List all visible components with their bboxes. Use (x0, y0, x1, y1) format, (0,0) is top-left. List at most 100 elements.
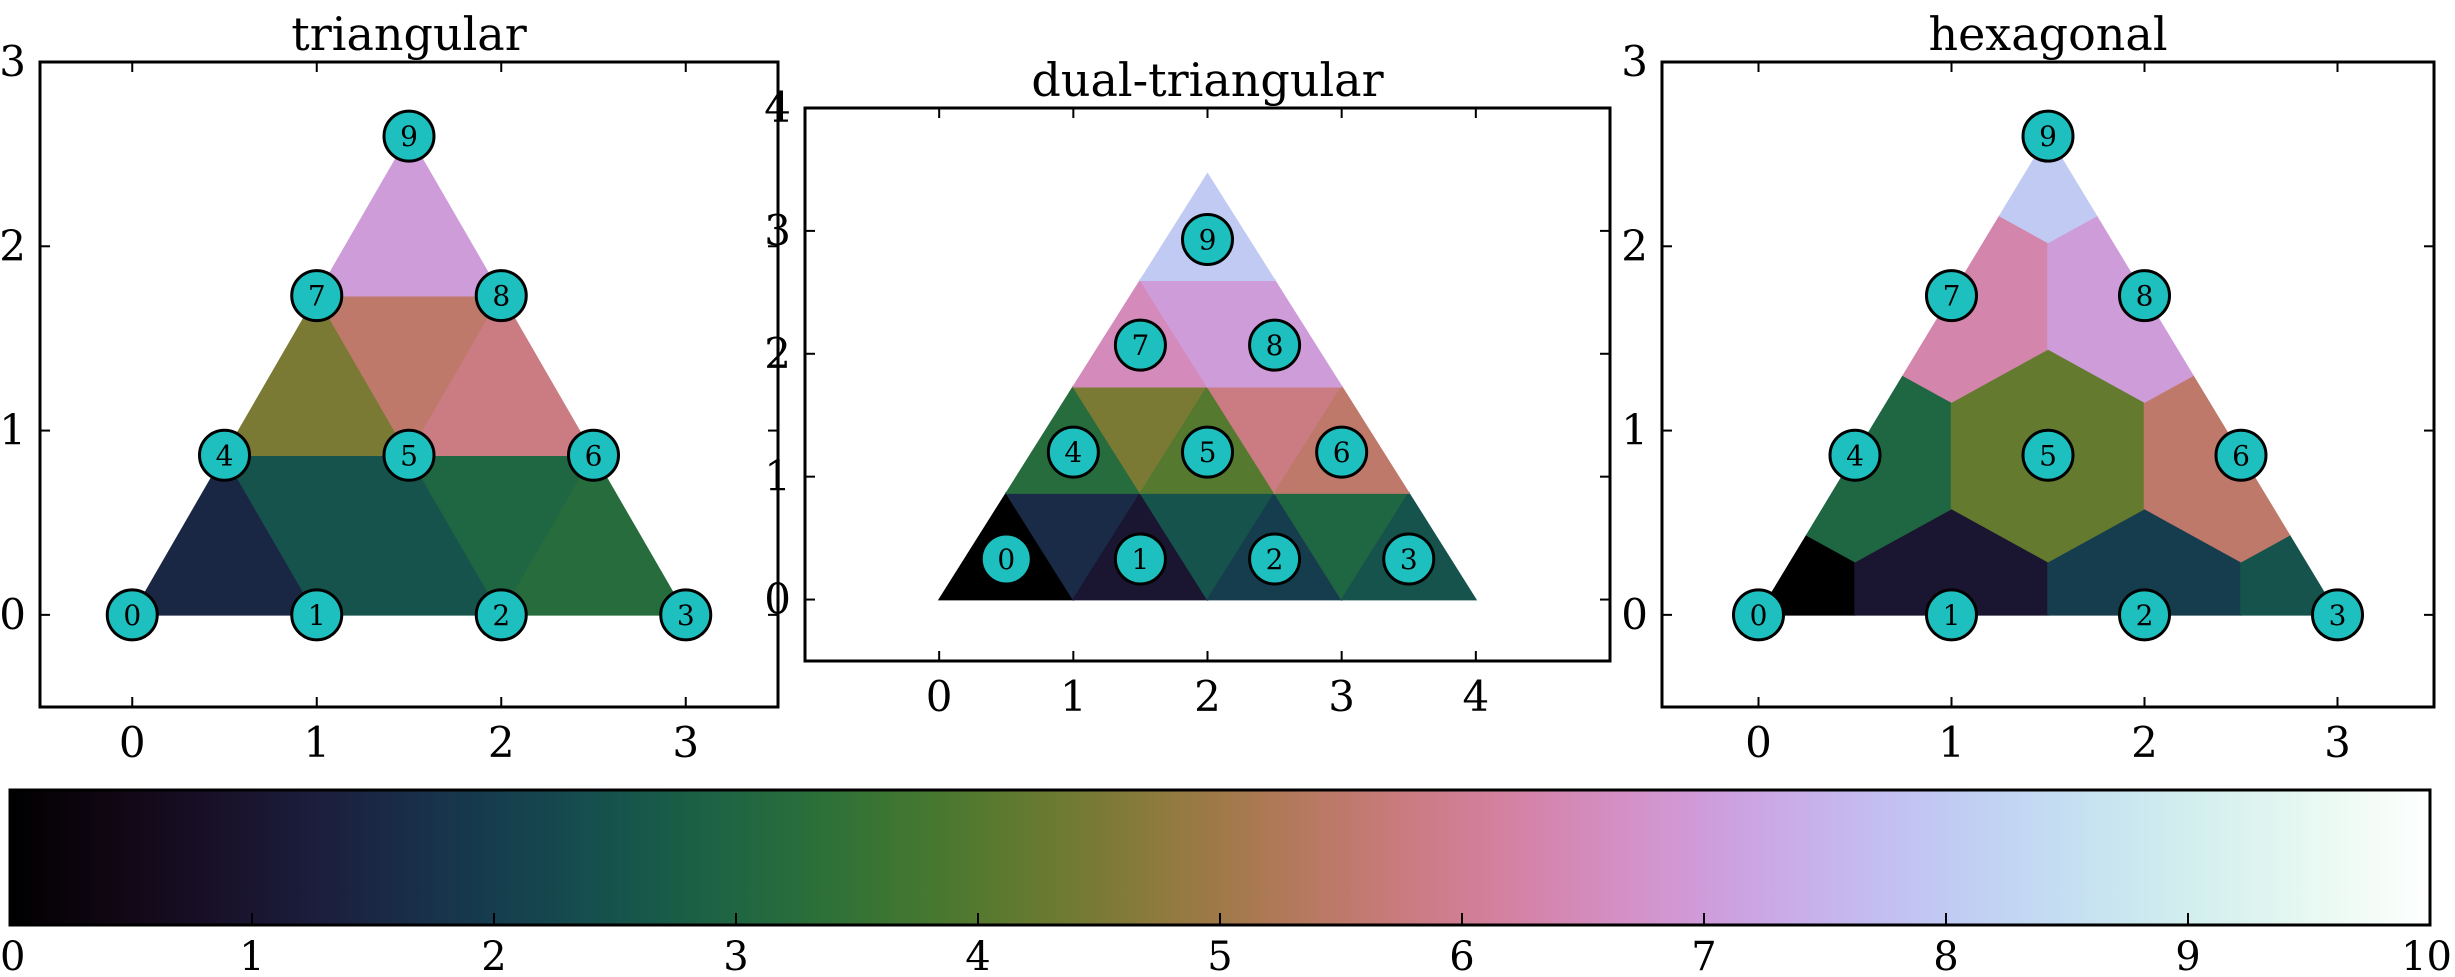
node-label: 6 (1333, 436, 1351, 469)
cell (500, 453, 688, 616)
node-label: 5 (2039, 439, 2057, 472)
node-label: 4 (1064, 436, 1082, 469)
node-marker (1925, 588, 1978, 642)
x-tick-label: 0 (926, 672, 953, 721)
colorbar: 0 1 2 3 4 5 6 7 8 9 10 (0, 788, 2452, 977)
node-label: 3 (2329, 599, 2347, 632)
y-tick-label: 3 (0, 37, 26, 86)
node-marker (1181, 425, 1234, 479)
y-tick-label: 0 (0, 590, 26, 639)
node-label: 1 (1132, 543, 1150, 576)
x-tick-label: 1 (1060, 672, 1087, 721)
node-label: 6 (2232, 439, 2250, 472)
chart-title: hexagonal (1928, 7, 2167, 61)
colorbar-bar (8, 788, 2432, 927)
node-marker (2021, 109, 2075, 163)
colorbar-tick-label: 4 (965, 934, 990, 977)
node-marker (1925, 269, 1978, 323)
node-marker (290, 269, 344, 323)
node-label: 9 (1199, 223, 1217, 256)
node-marker (2118, 588, 2171, 642)
panel-dual-triangular: 0 1 2 3 4 0 1 2 3 4 dual-triangular 0 1 2 3 4 5 6 7 8 9 (764, 53, 1612, 721)
node-marker (2118, 269, 2171, 323)
node-marker (659, 588, 713, 642)
cell (1998, 134, 2098, 244)
node-marker (382, 428, 436, 482)
x-tick-label: 4 (1462, 672, 1489, 721)
node-marker (1046, 425, 1100, 479)
y-tick-label: 0 (764, 575, 791, 624)
y-tick-label: 1 (764, 452, 791, 501)
node-label: 3 (677, 599, 695, 632)
node-marker (1732, 588, 1785, 642)
node-marker (474, 269, 528, 323)
colorbar-tick-label: 10 (2401, 934, 2452, 977)
colorbar-tick-label: 1 (239, 934, 264, 977)
node-marker (1181, 212, 1234, 266)
node-label: 1 (308, 599, 326, 632)
y-tick-label: 0 (1621, 590, 1648, 639)
node-label: 8 (2136, 280, 2154, 313)
node-label: 6 (585, 439, 603, 472)
x-tick-label: 2 (488, 718, 515, 767)
node-label: 9 (400, 120, 418, 153)
y-tick-label: 2 (764, 329, 791, 378)
node-marker (567, 428, 620, 482)
node-label: 3 (1400, 543, 1418, 576)
chart-title: dual-triangular (1031, 53, 1383, 107)
node-marker (1828, 428, 1882, 482)
node-label: 4 (216, 439, 234, 472)
node-label: 2 (1266, 543, 1284, 576)
node-label: 0 (997, 543, 1015, 576)
x-tick-label: 3 (672, 718, 699, 767)
x-tick-label: 3 (2324, 718, 2351, 767)
node-marker (198, 428, 251, 482)
node-marker (979, 532, 1033, 586)
node-marker (474, 588, 528, 642)
node-marker (2021, 428, 2075, 482)
node-label: 2 (492, 599, 510, 632)
node-label: 8 (492, 280, 510, 313)
node-marker (1113, 318, 1167, 372)
node-label: 5 (1199, 436, 1217, 469)
node-label: 5 (400, 439, 418, 472)
x-tick-label: 1 (303, 718, 330, 767)
node-label: 0 (123, 599, 141, 632)
node-marker (1382, 532, 1436, 586)
cell (315, 134, 503, 297)
node-label: 8 (1266, 329, 1284, 362)
colorbar-tick-label: 9 (2175, 934, 2200, 977)
colorbar-tick-label: 8 (1933, 934, 1958, 977)
y-tick-label: 2 (1621, 221, 1648, 270)
node-label: 7 (1132, 329, 1150, 362)
chart-title: triangular (291, 7, 526, 61)
y-tick-label: 4 (764, 83, 791, 132)
axes-frame (1660, 60, 2436, 709)
y-tick-label: 1 (0, 406, 26, 455)
node-label: 4 (1846, 439, 1864, 472)
node-label: 7 (308, 280, 326, 313)
y-tick-label: 1 (1621, 406, 1648, 455)
colorbar-tick-label: 3 (723, 934, 748, 977)
node-marker (382, 109, 436, 163)
node-marker (1248, 318, 1302, 372)
node-marker (1315, 425, 1369, 479)
cell (407, 294, 595, 457)
x-tick-label: 0 (119, 718, 146, 767)
node-marker (2214, 428, 2268, 482)
colorbar-tick-label: 0 (0, 934, 25, 977)
node-marker (1113, 532, 1167, 586)
node-marker (2311, 588, 2364, 642)
y-tick-label: 3 (1621, 37, 1648, 86)
node-label: 9 (2039, 120, 2057, 153)
node-label: 2 (2136, 599, 2154, 632)
x-tick-label: 2 (1194, 672, 1221, 721)
node-label: 7 (1943, 280, 1961, 313)
colorbar-tick-label: 7 (1691, 934, 1716, 977)
x-tick-label: 2 (2131, 718, 2158, 767)
node-marker (1248, 532, 1302, 586)
y-tick-label: 3 (764, 206, 791, 255)
colorbar-tick-label: 2 (481, 934, 506, 977)
y-tick-label: 2 (0, 221, 26, 270)
